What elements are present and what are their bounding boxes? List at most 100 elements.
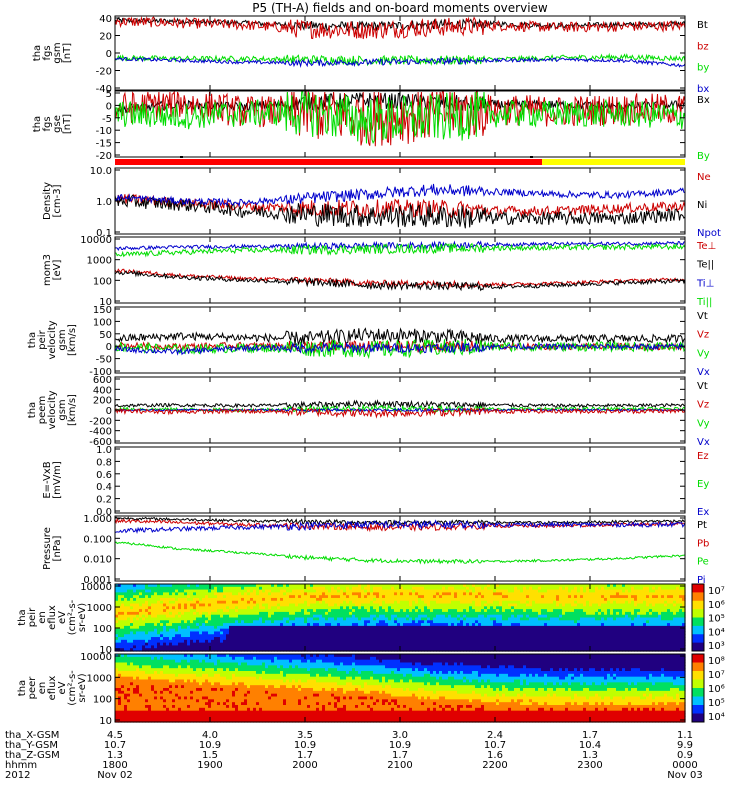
heatmap-cell bbox=[604, 614, 608, 619]
heatmap-cell bbox=[127, 631, 131, 635]
heatmap-cell bbox=[232, 592, 236, 596]
series-line-Vx bbox=[114, 341, 686, 356]
heatmap-cell bbox=[427, 617, 431, 621]
heatmap-cell bbox=[541, 614, 545, 619]
heatmap-cell bbox=[559, 623, 563, 627]
heatmap-cell bbox=[226, 617, 230, 621]
heatmap-cell bbox=[352, 623, 356, 627]
heatmap-cell bbox=[640, 634, 644, 638]
heatmap-cell bbox=[370, 639, 374, 644]
heatmap-cell bbox=[469, 617, 473, 621]
heatmap-cell bbox=[499, 642, 503, 647]
heatmap-cell bbox=[538, 606, 542, 610]
heatmap-cell bbox=[169, 620, 173, 624]
heatmap-cell bbox=[658, 592, 662, 596]
heatmap-cell bbox=[457, 639, 461, 644]
heatmap-cell bbox=[619, 589, 623, 593]
heatmap-cell bbox=[289, 609, 293, 613]
heatmap-cell bbox=[208, 623, 212, 627]
heatmap-cell bbox=[667, 625, 671, 630]
heatmap-cell bbox=[589, 634, 593, 638]
heatmap-cell bbox=[331, 595, 335, 599]
heatmap-cell bbox=[175, 597, 179, 602]
heatmap-cell bbox=[223, 634, 227, 638]
heatmap-cell bbox=[169, 634, 173, 638]
heatmap-cell bbox=[445, 642, 449, 647]
heatmap-cell bbox=[295, 589, 299, 593]
heatmap-cell bbox=[247, 617, 251, 621]
y-axis-label: tha bbox=[32, 116, 43, 132]
heatmap-cell bbox=[490, 639, 494, 644]
heatmap-cell bbox=[142, 620, 146, 624]
heatmap-cell bbox=[379, 625, 383, 630]
heatmap-cell bbox=[313, 584, 317, 588]
heatmap-cell bbox=[334, 614, 338, 619]
heatmap-cell bbox=[253, 606, 257, 610]
heatmap-cell bbox=[253, 634, 257, 638]
heatmap-cell bbox=[454, 609, 458, 613]
heatmap-cell bbox=[349, 586, 353, 591]
heatmap-cell bbox=[310, 634, 314, 638]
heatmap-cell bbox=[547, 628, 551, 633]
heatmap-cell bbox=[577, 592, 581, 596]
heatmap-cell bbox=[469, 642, 473, 647]
heatmap-cell bbox=[445, 637, 449, 641]
heatmap-cell bbox=[595, 620, 599, 624]
heatmap-cell bbox=[379, 634, 383, 638]
heatmap-cell bbox=[205, 637, 209, 641]
y-axis-label: gsm bbox=[57, 399, 68, 420]
heatmap-cell bbox=[139, 623, 143, 627]
heatmap-cell bbox=[445, 620, 449, 624]
heatmap-cell bbox=[634, 625, 638, 630]
heatmap-cell bbox=[649, 584, 653, 588]
heatmap-cell bbox=[307, 648, 311, 652]
heatmap-cell bbox=[181, 614, 185, 619]
heatmap-cell bbox=[523, 617, 527, 621]
heatmap-cell bbox=[244, 631, 248, 635]
heatmap-cell bbox=[256, 634, 260, 638]
heatmap-cell bbox=[244, 634, 248, 638]
heatmap-cell bbox=[379, 603, 383, 607]
heatmap-cell bbox=[151, 603, 155, 607]
heatmap-cell bbox=[274, 606, 278, 610]
heatmap-cell bbox=[346, 584, 350, 588]
heatmap-cell bbox=[187, 631, 191, 635]
heatmap-cell bbox=[538, 631, 542, 635]
heatmap-cell bbox=[412, 625, 416, 630]
heatmap-cell bbox=[664, 595, 668, 599]
heatmap-cell bbox=[595, 634, 599, 638]
heatmap-cell bbox=[322, 592, 326, 596]
heatmap-cell bbox=[355, 589, 359, 593]
heatmap-cell bbox=[586, 639, 590, 644]
heatmap-cell bbox=[508, 606, 512, 610]
heatmap-cell bbox=[169, 611, 173, 616]
heatmap-cell bbox=[340, 648, 344, 652]
heatmap-cell bbox=[439, 631, 443, 635]
heatmap-cell bbox=[301, 597, 305, 602]
heatmap-cell bbox=[448, 603, 452, 607]
heatmap-cell bbox=[232, 628, 236, 633]
heatmap-cell bbox=[277, 625, 281, 630]
heatmap-cell bbox=[529, 634, 533, 638]
heatmap-cell bbox=[130, 595, 134, 599]
heatmap-cell bbox=[415, 631, 419, 635]
heatmap-cell bbox=[160, 634, 164, 638]
heatmap-cell bbox=[130, 584, 134, 588]
heatmap-cell bbox=[649, 592, 653, 596]
heatmap-cell bbox=[466, 589, 470, 593]
heatmap-cell bbox=[550, 648, 554, 652]
heatmap-cell bbox=[253, 620, 257, 624]
heatmap-cell bbox=[448, 628, 452, 633]
heatmap-cell bbox=[508, 639, 512, 644]
heatmap-cell bbox=[298, 617, 302, 621]
y-tick-label: 1000 bbox=[87, 256, 112, 267]
heatmap-cell bbox=[574, 609, 578, 613]
heatmap-cell bbox=[559, 634, 563, 638]
heatmap-cell bbox=[328, 648, 332, 652]
heatmap-cell bbox=[454, 639, 458, 644]
heatmap-cell bbox=[118, 600, 122, 605]
heatmap-cell bbox=[214, 592, 218, 596]
heatmap-cell bbox=[139, 611, 143, 616]
heatmap-cell bbox=[556, 600, 560, 605]
heatmap-cell bbox=[361, 625, 365, 630]
